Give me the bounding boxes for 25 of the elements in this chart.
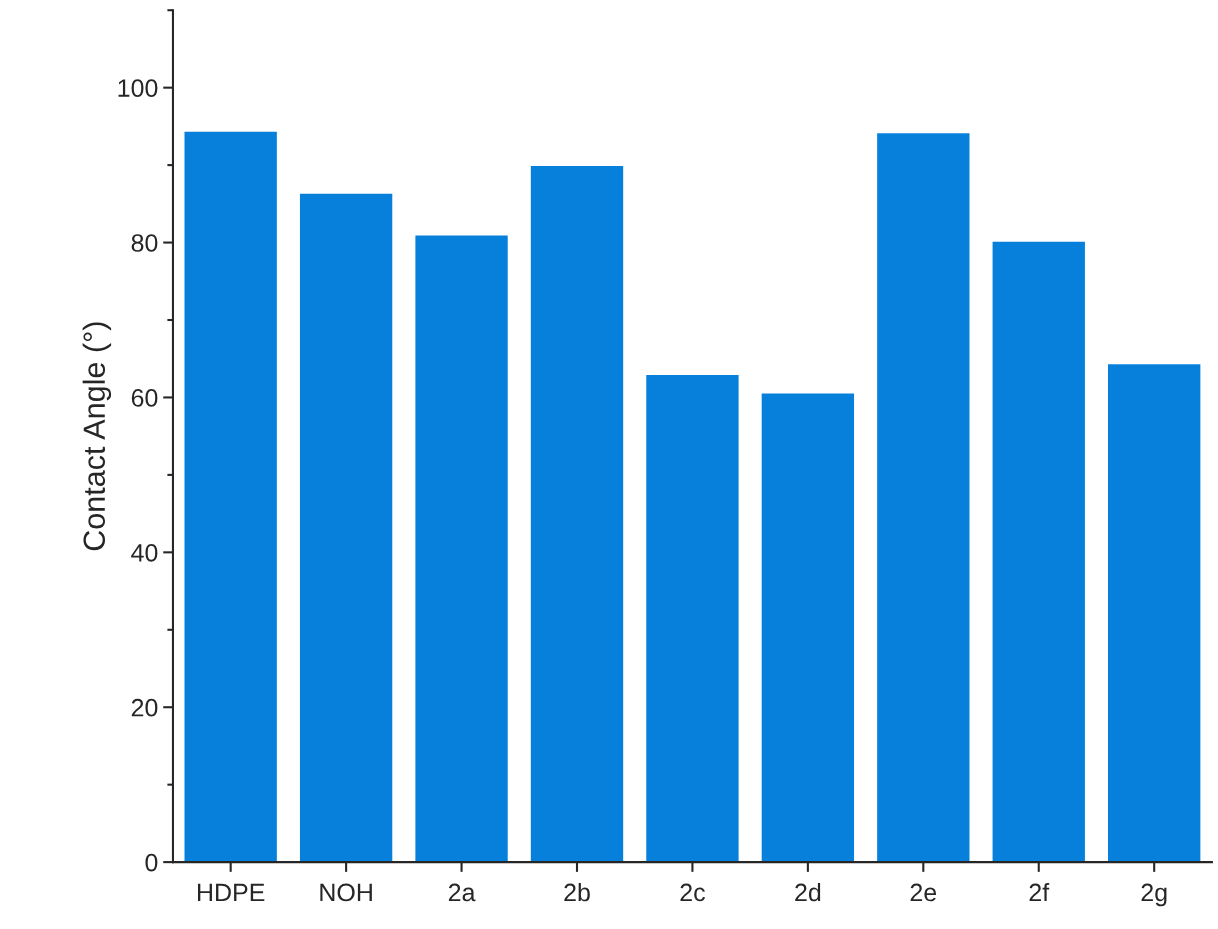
- x-tick-label: 2f: [1029, 882, 1050, 902]
- bar: [992, 241, 1085, 863]
- y-tick-label: 40: [131, 543, 158, 562]
- x-tick-label: 2g: [1141, 883, 1167, 907]
- x-tick-label: NOH: [320, 883, 372, 902]
- x-tick-label: 2b: [564, 882, 590, 902]
- bar: [877, 133, 970, 863]
- y-tick-label: 80: [131, 234, 158, 252]
- bar: [646, 374, 739, 863]
- y-tick-label: 60: [131, 389, 158, 407]
- bar: [530, 165, 624, 863]
- x-tick-label: 2a: [448, 883, 476, 902]
- bar: [184, 131, 277, 863]
- y-axis-title: Contact Angle (°): [82, 322, 112, 551]
- x-tick-label: 2e: [910, 883, 937, 902]
- x-tick-label: 2d: [795, 882, 821, 902]
- x-tick-label: 2c: [680, 883, 705, 902]
- bar: [299, 193, 393, 863]
- y-tick-label: 20: [131, 698, 158, 717]
- bar: [761, 393, 855, 863]
- bar: [1108, 364, 1201, 863]
- x-tick-label: HDPE: [198, 883, 265, 902]
- y-tick-label: 100: [118, 79, 158, 97]
- bar: [415, 235, 508, 863]
- y-tick-label: 0: [145, 853, 158, 872]
